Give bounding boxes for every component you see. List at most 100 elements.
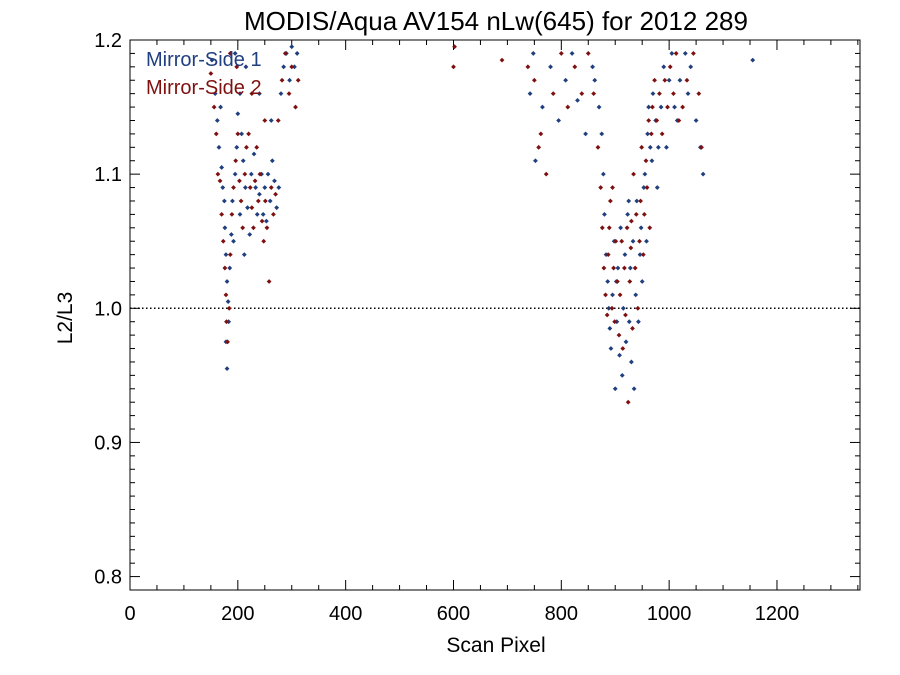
- legend-entry-mirror-side-1: Mirror-Side 1: [146, 49, 262, 71]
- plot-area: 0 200 400 600 800 1000 1200 0.8 0.9 1.0 1.1 1.2: [94, 30, 860, 625]
- ms1-point: [287, 77, 292, 83]
- ms2-point: [648, 131, 654, 137]
- ms2-point: [609, 305, 615, 311]
- ms2-point: [268, 185, 274, 190]
- ms1-point: [693, 118, 699, 123]
- ms2-point: [639, 144, 645, 150]
- ms1-point: [237, 211, 243, 217]
- ms1-point: [700, 171, 706, 177]
- ms1-point: [623, 339, 629, 345]
- ms2-point: [289, 64, 295, 70]
- ms2-point: [224, 319, 229, 325]
- ms1-point: [548, 64, 553, 70]
- ms1-point: [619, 372, 625, 378]
- ms2-point: [623, 312, 628, 318]
- ms2-point: [633, 211, 639, 217]
- ms1-point: [243, 64, 249, 70]
- ms2-point: [673, 51, 679, 56]
- ms1-point: [664, 144, 669, 150]
- ms1-point: [239, 131, 245, 137]
- ms2-point: [616, 332, 622, 338]
- ms1-point: [569, 51, 575, 56]
- ms2-point: [225, 339, 230, 345]
- ms2-point: [543, 171, 549, 177]
- ms1-point: [615, 265, 621, 271]
- ms2-point: [223, 292, 229, 298]
- ms1-point: [629, 359, 634, 365]
- ms1-point: [265, 171, 271, 177]
- y-axis-label: L2/L3: [54, 292, 77, 345]
- ms1-point: [540, 104, 545, 110]
- ms1-point: [626, 319, 632, 325]
- ms1-point: [245, 205, 250, 211]
- ms1-point: [218, 104, 223, 110]
- ms1-point: [630, 238, 636, 244]
- ms1-point: [212, 91, 218, 97]
- ms1-point: [638, 225, 644, 231]
- ms1-point: [262, 185, 268, 190]
- ms1-point: [240, 158, 246, 164]
- ms1-point: [610, 292, 615, 298]
- ms2-point: [598, 185, 604, 190]
- ms2-point: [249, 205, 255, 211]
- ms2-point: [684, 77, 690, 83]
- ms2-point: [271, 211, 276, 217]
- ms1-point: [599, 131, 605, 137]
- ms2-point: [531, 77, 537, 83]
- ms1-point: [272, 178, 277, 184]
- ms2-point: [627, 279, 633, 284]
- ms1-point: [626, 198, 632, 204]
- ms1-point: [602, 211, 607, 217]
- ms1-point: [647, 144, 653, 150]
- ms2-point: [219, 211, 225, 217]
- ms1-point: [625, 211, 631, 217]
- ms2-point: [452, 44, 457, 50]
- ms1-point: [650, 91, 656, 97]
- ms2-point: [558, 51, 564, 56]
- ms1-point: [247, 232, 253, 237]
- ms1-point: [214, 118, 220, 123]
- ms1-point: [641, 185, 647, 190]
- ms2-point: [613, 238, 619, 244]
- ms1-point: [655, 144, 661, 150]
- ms2-point: [220, 238, 226, 244]
- ms1-point: [596, 104, 602, 110]
- ms2-point: [595, 144, 601, 150]
- ms1-point: [669, 51, 675, 56]
- ms2-point: [451, 64, 456, 70]
- ms2-point: [229, 211, 235, 217]
- ms1-point: [583, 131, 588, 137]
- ms1-point: [223, 252, 229, 258]
- ms2-point: [637, 238, 642, 244]
- ms1-point: [278, 91, 284, 97]
- ms2-point: [611, 265, 617, 271]
- ms1-point: [658, 104, 664, 110]
- ms1-point: [209, 57, 215, 63]
- ms1-point: [637, 252, 643, 258]
- legend: Mirror-Side 1 Mirror-Side 2: [146, 49, 262, 99]
- ms1-point: [268, 118, 274, 123]
- ms2-point: [650, 104, 655, 110]
- ms2-point: [217, 178, 223, 184]
- ms2-point: [251, 225, 256, 231]
- ms1-point: [636, 319, 641, 325]
- ms1-point: [620, 305, 626, 311]
- ms2-point: [619, 238, 625, 244]
- ms2-point: [667, 64, 673, 70]
- ms1-point: [253, 185, 259, 190]
- ms1-point: [289, 44, 295, 50]
- x-tick-label: 200: [221, 603, 254, 625]
- ms2-point: [632, 265, 638, 271]
- ms2-point: [208, 71, 214, 76]
- x-axis-label: Scan Pixel: [446, 634, 545, 657]
- ms1-point: [230, 198, 235, 204]
- ms1-point: [228, 232, 234, 237]
- ms2-point: [234, 64, 240, 70]
- ms1-point: [649, 158, 655, 164]
- ms1-point: [241, 252, 247, 258]
- ms1-point: [225, 299, 231, 304]
- ms2-point: [628, 245, 634, 251]
- ms2-point: [293, 104, 298, 110]
- ms1-point: [234, 144, 240, 150]
